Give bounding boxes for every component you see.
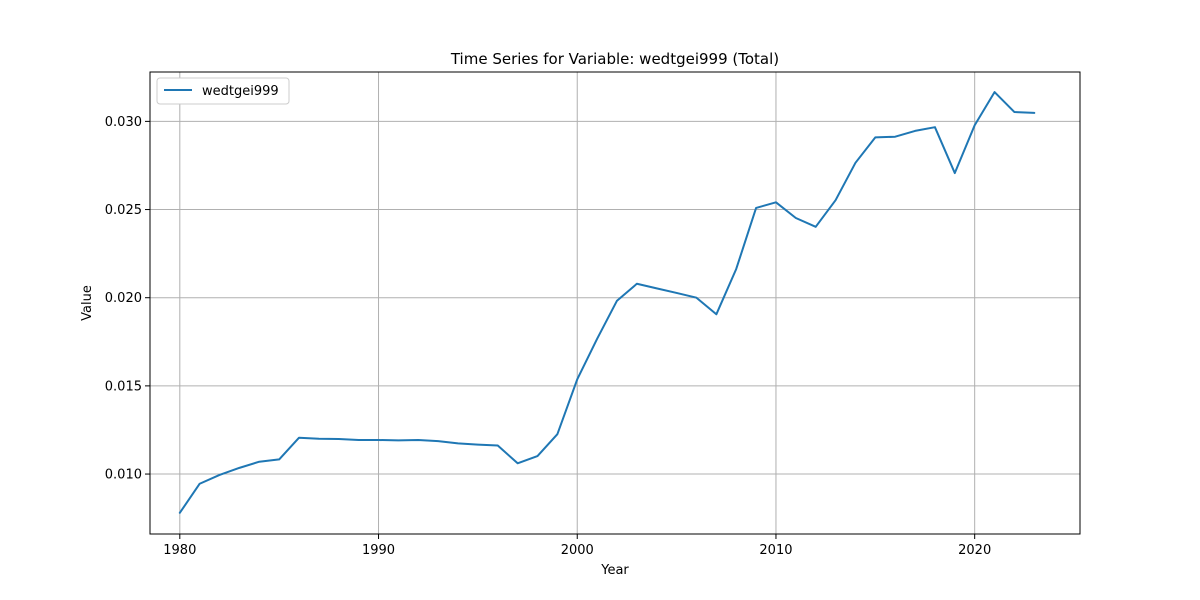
y-axis: 0.010 0.015 0.020 0.025 0.030 <box>105 115 150 483</box>
x-axis-label: Year <box>600 563 629 578</box>
chart-title: Time Series for Variable: wedtgei999 (To… <box>450 50 779 68</box>
legend-box <box>156 77 290 105</box>
series-group <box>178 91 1036 514</box>
y-tick-label: 0.030 <box>105 115 142 130</box>
series-line <box>178 91 1036 514</box>
y-tick-label: 0.010 <box>105 468 142 483</box>
y-tick-label: 0.020 <box>105 291 142 306</box>
x-tick-label: 2010 <box>759 543 792 558</box>
y-tick-label: 0.015 <box>105 379 142 394</box>
x-tick-label: 1990 <box>362 543 395 558</box>
x-tick-label: 2000 <box>561 543 594 558</box>
grid-lines <box>150 72 1080 534</box>
plot-frame <box>149 71 1081 535</box>
legend: wedtgei999 <box>156 77 290 105</box>
x-axis: 1980 1990 2000 2010 2020 <box>163 534 991 558</box>
x-tick-label: 2020 <box>958 543 991 558</box>
legend-label: wedtgei999 <box>202 84 279 99</box>
y-tick-label: 0.025 <box>105 203 142 218</box>
x-tick-label: 1980 <box>163 543 196 558</box>
y-axis-label: Value <box>80 285 95 321</box>
